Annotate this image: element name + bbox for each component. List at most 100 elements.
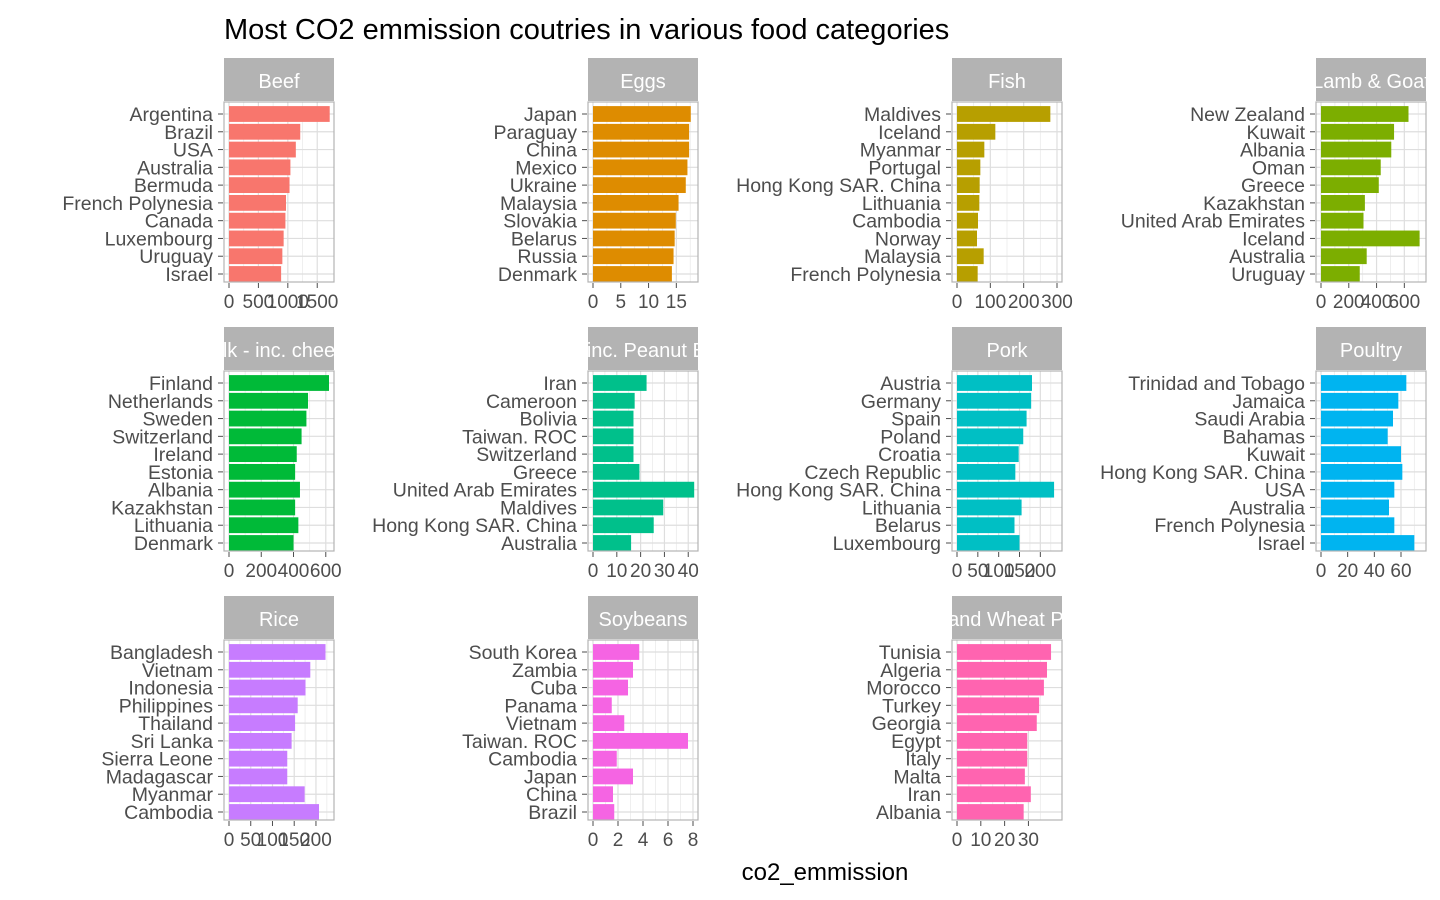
bar <box>1321 446 1401 463</box>
x-tick-label: 50 <box>240 830 261 851</box>
x-tick-label: 0 <box>588 561 599 582</box>
category-label: Maldives <box>500 497 577 519</box>
panel-border <box>951 101 1063 283</box>
category-label: China <box>526 784 577 806</box>
category-label: Portugal <box>868 157 941 179</box>
bar <box>593 141 690 158</box>
bar <box>593 463 640 480</box>
bar <box>593 644 640 660</box>
x-tick-label: 8 <box>688 830 699 851</box>
panel-border <box>951 639 1063 821</box>
bar <box>593 123 690 140</box>
category-label: Brazil <box>528 802 577 824</box>
bar <box>229 410 307 427</box>
category-label: Albania <box>1240 140 1305 162</box>
facet-strip-label: Nuts inc. Peanut Butter <box>540 340 746 362</box>
bar <box>1321 194 1365 211</box>
x-tick-label: 1500 <box>296 292 338 313</box>
category-label: Taiwan. ROC <box>462 426 577 448</box>
bar <box>593 679 628 696</box>
bar <box>593 248 674 265</box>
x-tick-label: 60 <box>1390 561 1411 582</box>
category-label: French Polynesia <box>790 264 941 286</box>
bar <box>957 230 977 247</box>
facet-strip-label: Milk - inc. cheese <box>202 340 357 362</box>
bar <box>957 248 984 265</box>
category-label: Poland <box>880 426 941 448</box>
bar <box>1321 106 1409 122</box>
bar <box>593 266 672 282</box>
bar <box>593 177 686 194</box>
x-tick-label: 4 <box>638 830 649 851</box>
category-label: Japan <box>524 766 577 788</box>
bar <box>593 159 688 176</box>
x-tick-label: 2 <box>613 830 624 851</box>
bar <box>593 212 676 229</box>
category-label: Sri Lanka <box>131 731 214 753</box>
x-tick-label: 0 <box>588 830 599 851</box>
bar <box>957 786 1031 803</box>
bar <box>229 248 283 265</box>
bar <box>593 194 679 211</box>
category-label: French Polynesia <box>62 193 213 215</box>
bar <box>593 804 615 820</box>
x-tick-label: 50 <box>967 561 988 582</box>
category-label: Iceland <box>878 122 941 144</box>
bar <box>957 141 985 158</box>
category-label: Netherlands <box>108 391 213 413</box>
facet-strip-label: Eggs <box>620 71 666 93</box>
category-label: Jamaica <box>1232 391 1305 413</box>
category-label: Denmark <box>498 264 577 286</box>
bar <box>1321 159 1381 176</box>
category-label: Myanmar <box>132 784 214 806</box>
category-label: Lithuania <box>862 193 941 215</box>
bar <box>593 446 634 463</box>
x-tick-label: 0 <box>1316 292 1327 313</box>
bar <box>229 697 298 714</box>
panel-soybeans: Soybeans South KoreaZambiaCubaPanamaVietn… <box>462 596 699 851</box>
category-label: Georgia <box>872 713 942 735</box>
x-tick-label: 150 <box>1004 561 1036 582</box>
bar <box>1321 266 1360 282</box>
bar <box>229 661 311 678</box>
category-label: Norway <box>875 228 941 250</box>
bar <box>229 499 296 516</box>
bar <box>1321 517 1395 534</box>
bar <box>229 786 305 803</box>
bar <box>593 499 664 516</box>
bar <box>957 732 1028 749</box>
category-label: Thailand <box>138 713 213 735</box>
category-label: Belarus <box>875 515 941 537</box>
facet-strip <box>224 327 334 370</box>
category-label: Cambodia <box>488 749 577 771</box>
x-tick-label: 200 <box>245 561 277 582</box>
category-label: Malaysia <box>864 246 941 268</box>
category-label: Myanmar <box>860 140 942 162</box>
bar <box>229 106 330 122</box>
bar <box>229 535 294 551</box>
category-label: Indonesia <box>128 678 213 700</box>
bar <box>957 715 1037 732</box>
bar <box>957 123 996 140</box>
category-label: Lithuania <box>134 515 213 537</box>
bar <box>229 732 292 749</box>
bar <box>229 679 306 696</box>
category-label: Spain <box>891 409 941 431</box>
category-label: United Arab Emirates <box>1121 211 1306 233</box>
bar <box>593 230 675 247</box>
category-label: New Zealand <box>1190 104 1305 126</box>
x-tick-label: 200 <box>300 830 332 851</box>
category-label: Hong Kong SAR. China <box>372 515 577 537</box>
category-label: Czech Republic <box>804 462 941 484</box>
x-tick-label: 6 <box>663 830 674 851</box>
bar <box>229 715 296 732</box>
category-label: Vietnam <box>506 713 577 735</box>
category-label: Luxembourg <box>833 533 941 555</box>
category-label: Brazil <box>164 122 213 144</box>
category-label: Italy <box>905 749 941 771</box>
x-tick-label: 150 <box>278 830 310 851</box>
bar <box>1321 392 1399 409</box>
x-tick-label: 10 <box>638 292 659 313</box>
category-label: Austria <box>880 373 941 395</box>
category-label: Germany <box>861 391 941 413</box>
